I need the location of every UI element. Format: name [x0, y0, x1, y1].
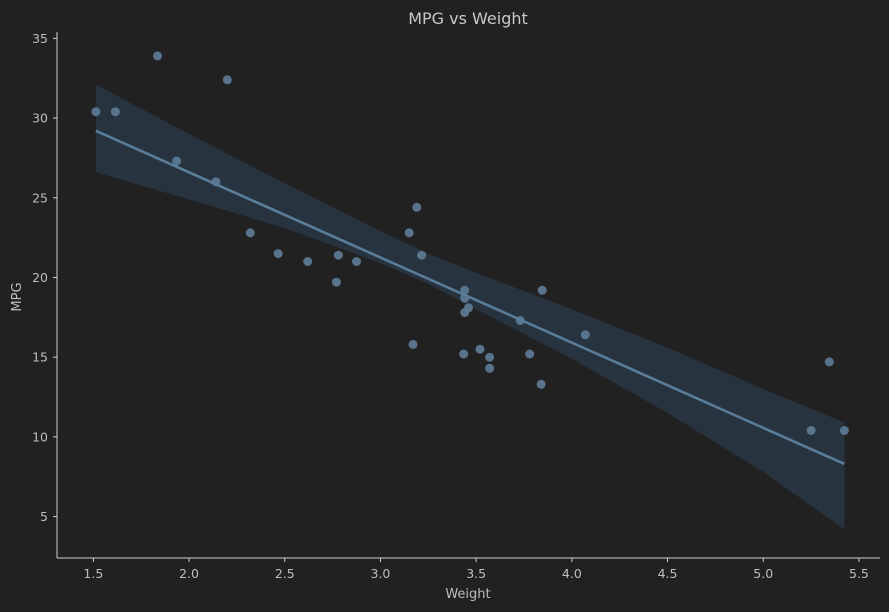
x-tick-label: 2.5 — [275, 566, 295, 581]
y-tick-label: 20 — [32, 270, 48, 285]
y-tick-label: 35 — [32, 31, 48, 46]
x-tick-label: 4.0 — [562, 566, 582, 581]
scatter-point — [580, 330, 590, 340]
scatter-point — [273, 249, 283, 259]
chart-title: MPG vs Weight — [408, 9, 528, 28]
scatter-point — [806, 426, 816, 435]
scatter-point — [485, 363, 495, 373]
scatter-point — [303, 257, 313, 266]
plot-area — [91, 51, 849, 530]
x-axis-label: Weight — [445, 587, 490, 602]
scatter-point — [485, 352, 495, 362]
x-tick-label: 2.0 — [179, 566, 199, 581]
x-tick-label: 5.5 — [849, 566, 869, 581]
x-tick-label: 5.0 — [753, 566, 773, 581]
scatter-point — [172, 156, 182, 166]
y-tick-label: 25 — [32, 190, 48, 205]
scatter-point — [525, 349, 535, 359]
y-tick-label: 15 — [32, 350, 48, 365]
scatter-point — [824, 357, 834, 367]
x-tick-label: 3.0 — [371, 566, 391, 581]
y-tick-label: 5 — [40, 509, 48, 524]
scatter-point — [91, 107, 101, 117]
x-axis-ticks: 1.5 2.0 2.5 3.0 3.5 4.0 4.5 5.0 5.5 — [83, 558, 869, 581]
y-tick-label: 30 — [32, 111, 48, 126]
scatter-point — [460, 308, 470, 317]
scatter-point — [333, 250, 343, 260]
scatter-point — [417, 250, 427, 260]
scatter-point — [412, 202, 422, 212]
axes: 1.5 2.0 2.5 3.0 3.5 4.0 4.5 5.0 5.5 5 10 15 20 25 30 3… — [32, 31, 880, 581]
y-tick-label: 10 — [32, 429, 48, 444]
confidence-band — [95, 84, 845, 530]
scatter-point — [331, 277, 341, 287]
scatter-point — [839, 426, 849, 435]
scatter-point — [222, 75, 232, 85]
scatter-point — [404, 228, 414, 238]
y-axis-ticks: 5 10 15 20 25 30 35 — [32, 31, 57, 524]
scatter-point — [460, 285, 470, 295]
scatter-point — [245, 228, 255, 238]
scatter-point — [153, 51, 162, 61]
scatter-point — [536, 379, 546, 389]
scatter-point — [537, 285, 547, 295]
scatter-point — [459, 349, 469, 359]
scatter-point — [408, 339, 418, 349]
x-tick-label: 4.5 — [658, 566, 678, 581]
scatter-point — [475, 344, 485, 354]
scatter-point — [352, 257, 361, 266]
y-axis-label: MPG — [10, 282, 25, 311]
scatter-points — [91, 51, 849, 435]
x-tick-label: 3.5 — [466, 566, 486, 581]
x-tick-label: 1.5 — [83, 566, 103, 581]
regression-line — [95, 129, 845, 466]
scatter-point — [110, 107, 120, 117]
